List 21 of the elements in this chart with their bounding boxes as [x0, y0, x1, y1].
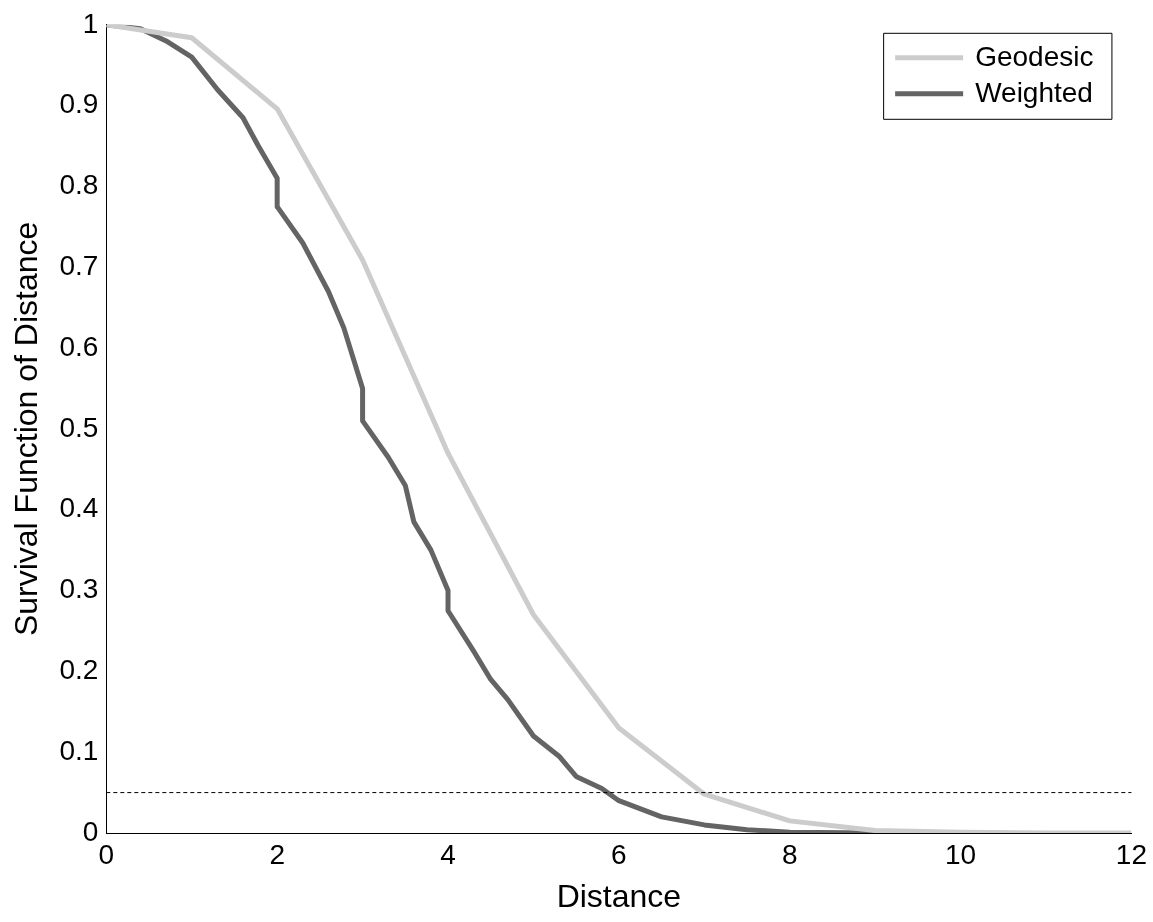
x-tick-label: 4 [440, 838, 456, 870]
y-tick-label: 0.5 [59, 411, 99, 443]
legend-label: Weighted [975, 76, 1093, 108]
x-axis-title: Distance [556, 877, 682, 914]
y-tick-label: 0.9 [59, 88, 99, 120]
x-tick-label: 8 [781, 838, 798, 870]
y-tick-label: 1 [82, 7, 99, 39]
x-tick-label: 12 [1115, 838, 1148, 870]
x-tick-label: 2 [269, 838, 285, 870]
y-tick-label: 0.6 [59, 330, 99, 362]
legend-label: Geodesic [975, 40, 1094, 72]
y-tick-label: 0.4 [59, 492, 99, 524]
y-tick-label: 0.8 [59, 169, 99, 201]
x-tick-label: 10 [945, 838, 977, 870]
y-tick-label: 0.1 [59, 734, 99, 766]
y-tick-label: 0.7 [59, 249, 99, 281]
y-tick-label: 0 [82, 815, 99, 847]
y-tick-label: 0.2 [59, 654, 99, 686]
y-axis-title: Survival Function of Distance [8, 221, 45, 637]
x-tick-label: 6 [611, 838, 627, 870]
y-tick-label: 0.3 [59, 573, 99, 605]
